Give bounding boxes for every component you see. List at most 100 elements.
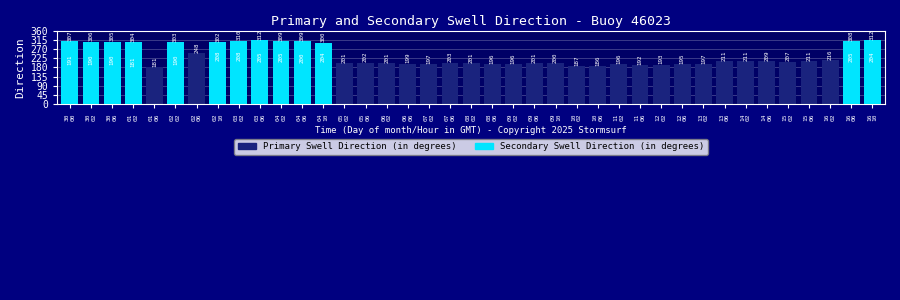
Text: 207: 207 <box>786 51 790 62</box>
Text: 197: 197 <box>427 53 431 64</box>
Text: 193: 193 <box>659 54 663 64</box>
Text: 190: 190 <box>88 55 94 65</box>
Text: 205: 205 <box>257 51 263 62</box>
Text: 211: 211 <box>806 50 812 61</box>
Bar <box>779 62 796 104</box>
Bar <box>251 40 268 104</box>
Text: 203: 203 <box>447 52 453 62</box>
Bar <box>695 64 712 104</box>
Bar <box>273 41 290 104</box>
Text: 201: 201 <box>384 52 389 63</box>
X-axis label: Time (Day of month/Hour in GMT) - Copyright 2025 Stormsurf: Time (Day of month/Hour in GMT) - Copyri… <box>315 126 627 135</box>
Text: 205: 205 <box>849 51 854 62</box>
Text: 304: 304 <box>130 31 136 42</box>
Bar <box>251 62 268 104</box>
Text: 248: 248 <box>194 43 199 53</box>
Bar <box>842 41 860 104</box>
Bar <box>759 61 775 104</box>
Bar <box>463 63 480 104</box>
Bar <box>822 60 839 104</box>
Bar <box>420 64 437 104</box>
Text: 196: 196 <box>616 53 621 64</box>
Text: 192: 192 <box>637 54 643 64</box>
Text: 302: 302 <box>215 32 220 42</box>
Text: 197: 197 <box>701 53 706 64</box>
Text: 211: 211 <box>722 50 727 61</box>
Text: 196: 196 <box>511 53 516 64</box>
Text: 216: 216 <box>828 49 832 60</box>
Text: 303: 303 <box>173 31 178 42</box>
Text: 202: 202 <box>363 52 368 62</box>
Text: 204: 204 <box>320 52 326 62</box>
Text: 309: 309 <box>278 30 284 40</box>
Text: 211: 211 <box>743 50 748 61</box>
Bar <box>315 62 332 104</box>
Text: 208: 208 <box>237 51 241 61</box>
Bar <box>568 66 585 104</box>
Bar <box>632 65 649 104</box>
Text: 312: 312 <box>257 29 263 40</box>
Bar <box>273 62 290 104</box>
Bar <box>293 41 310 104</box>
Title: Primary and Secondary Swell Direction - Buoy 46023: Primary and Secondary Swell Direction - … <box>271 15 671 28</box>
Text: 307: 307 <box>68 31 72 41</box>
Legend: Primary Swell Direction (in degrees), Secondary Swell Direction (in degrees): Primary Swell Direction (in degrees), Se… <box>234 139 708 155</box>
Bar <box>864 40 881 104</box>
Bar <box>188 53 205 104</box>
Bar <box>61 65 78 104</box>
Bar <box>230 41 248 104</box>
Text: 312: 312 <box>869 29 875 40</box>
Text: 305: 305 <box>110 31 114 41</box>
Bar <box>104 42 121 104</box>
Bar <box>167 65 184 104</box>
Text: 191: 191 <box>68 54 72 65</box>
Bar <box>336 63 353 104</box>
Text: 200: 200 <box>554 52 558 63</box>
Text: 308: 308 <box>849 30 854 41</box>
Bar <box>652 65 670 104</box>
Bar <box>505 64 522 104</box>
Bar <box>167 42 184 104</box>
Bar <box>61 41 78 104</box>
Text: 199: 199 <box>405 52 410 63</box>
Bar <box>484 64 500 104</box>
Bar <box>146 67 163 104</box>
Text: 195: 195 <box>680 53 685 64</box>
Bar <box>210 62 226 104</box>
Bar <box>104 65 121 104</box>
Bar <box>125 67 141 104</box>
Text: 201: 201 <box>342 52 346 63</box>
Text: 190: 190 <box>173 55 178 65</box>
Text: 205: 205 <box>278 51 284 62</box>
Text: 208: 208 <box>215 51 220 61</box>
Text: 300: 300 <box>320 32 326 42</box>
Bar <box>674 64 690 104</box>
Bar <box>125 42 141 104</box>
Bar <box>400 64 416 104</box>
Text: 190: 190 <box>110 55 114 65</box>
Text: 187: 187 <box>574 55 580 66</box>
Bar <box>378 63 395 104</box>
Text: 181: 181 <box>130 56 136 67</box>
Y-axis label: Direction: Direction <box>15 37 25 98</box>
Bar <box>83 42 99 104</box>
Text: 310: 310 <box>237 30 241 40</box>
Bar <box>83 65 99 104</box>
Bar <box>442 63 458 104</box>
Bar <box>230 62 248 104</box>
Bar <box>293 63 310 104</box>
Text: 309: 309 <box>300 30 305 40</box>
Bar <box>737 61 754 104</box>
Text: 196: 196 <box>490 53 495 64</box>
Text: 201: 201 <box>532 52 537 63</box>
Bar <box>547 63 564 104</box>
Text: 209: 209 <box>764 51 770 61</box>
Bar <box>526 63 543 104</box>
Bar <box>590 66 607 104</box>
Bar <box>315 43 332 104</box>
Bar <box>357 63 374 104</box>
Text: 204: 204 <box>869 52 875 62</box>
Text: 306: 306 <box>88 31 94 41</box>
Text: 186: 186 <box>595 55 600 66</box>
Text: 181: 181 <box>152 56 157 67</box>
